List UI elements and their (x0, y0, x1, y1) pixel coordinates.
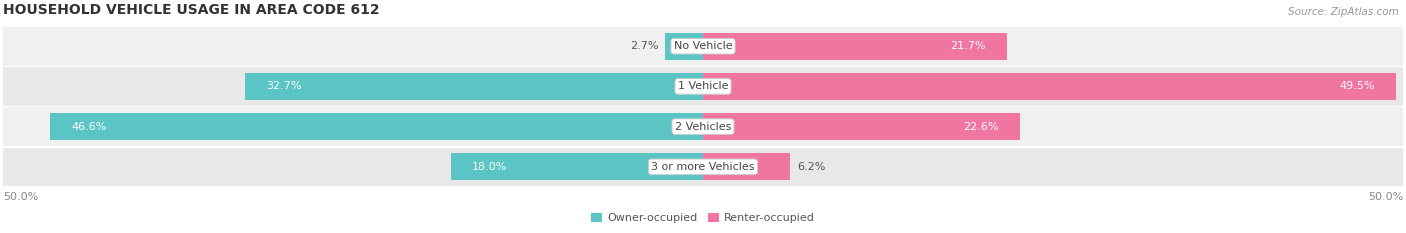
Text: 49.5%: 49.5% (1340, 81, 1375, 91)
Text: 3 or more Vehicles: 3 or more Vehicles (651, 162, 755, 172)
Text: 46.6%: 46.6% (72, 122, 107, 132)
Bar (665, 33, 703, 60)
Text: 22.6%: 22.6% (963, 122, 998, 132)
Bar (703, 153, 790, 181)
Bar (703, 113, 1019, 140)
Text: 50.0%: 50.0% (1368, 192, 1403, 202)
Text: 50.0%: 50.0% (3, 192, 38, 202)
Bar (3, 67, 1403, 106)
Text: 2 Vehicles: 2 Vehicles (675, 122, 731, 132)
Bar (451, 153, 703, 181)
Text: 1 Vehicle: 1 Vehicle (678, 81, 728, 91)
Bar (3, 147, 1403, 186)
Bar (703, 73, 1396, 100)
Text: Source: ZipAtlas.com: Source: ZipAtlas.com (1288, 7, 1399, 17)
Text: 21.7%: 21.7% (950, 41, 986, 51)
Bar (245, 73, 703, 100)
Text: No Vehicle: No Vehicle (673, 41, 733, 51)
Bar (703, 33, 1007, 60)
Bar (3, 27, 1403, 65)
Text: HOUSEHOLD VEHICLE USAGE IN AREA CODE 612: HOUSEHOLD VEHICLE USAGE IN AREA CODE 612 (3, 3, 380, 17)
Text: 32.7%: 32.7% (266, 81, 301, 91)
Text: 18.0%: 18.0% (472, 162, 508, 172)
Text: 2.7%: 2.7% (630, 41, 658, 51)
Text: 6.2%: 6.2% (797, 162, 825, 172)
Bar (3, 107, 1403, 146)
Legend: Owner-occupied, Renter-occupied: Owner-occupied, Renter-occupied (586, 208, 820, 228)
Bar (51, 113, 703, 140)
